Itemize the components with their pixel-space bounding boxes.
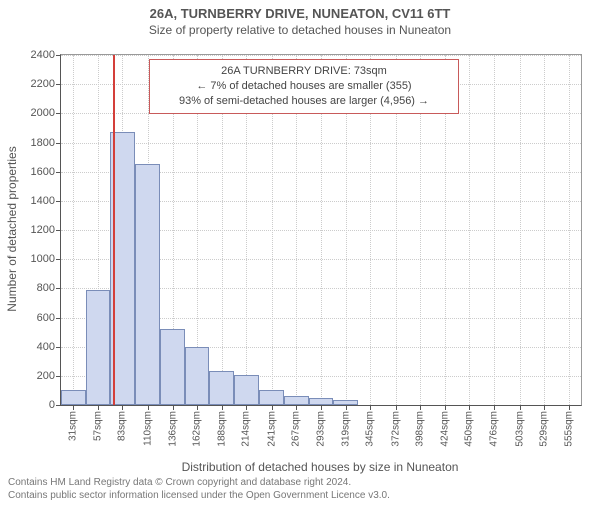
gridline-vertical	[544, 55, 545, 405]
histogram-bar	[209, 371, 234, 405]
xtick-label: 110sqm	[142, 411, 153, 446]
xtick-mark	[396, 405, 397, 410]
xtick-mark	[346, 405, 347, 410]
footer-line-1: Contains HM Land Registry data © Crown c…	[8, 476, 390, 489]
histogram-bar	[234, 375, 259, 405]
xtick-mark	[445, 405, 446, 410]
xtick-mark	[520, 405, 521, 410]
xtick-label: 398sqm	[415, 411, 426, 447]
xtick-label: 529sqm	[539, 411, 550, 447]
xtick-label: 267sqm	[291, 411, 302, 447]
info-box-line: 93% of semi-detached houses are larger (…	[158, 94, 450, 109]
xtick-label: 293sqm	[316, 411, 327, 447]
ytick-label: 800	[37, 282, 61, 294]
xtick-mark	[370, 405, 371, 410]
info-box-line: 26A TURNBERRY DRIVE: 73sqm	[158, 64, 450, 79]
histogram-bar	[86, 290, 111, 405]
ytick-label: 2200	[31, 78, 61, 90]
histogram-bar	[309, 398, 334, 405]
histogram-bar	[185, 347, 210, 405]
xtick-label: 83sqm	[117, 411, 128, 441]
ytick-label: 1800	[31, 137, 61, 149]
xtick-mark	[122, 405, 123, 410]
chart-title: 26A, TURNBERRY DRIVE, NUNEATON, CV11 6TT	[0, 6, 600, 21]
gridline-vertical	[569, 55, 570, 405]
gridline-vertical	[520, 55, 521, 405]
ytick-label: 0	[49, 399, 61, 411]
xtick-mark	[296, 405, 297, 410]
plot-area: 0200400600800100012001400160018002000220…	[60, 54, 582, 406]
xtick-label: 424sqm	[439, 411, 450, 447]
gridline-vertical	[494, 55, 495, 405]
xtick-label: 503sqm	[514, 411, 525, 447]
gridline-vertical	[73, 55, 74, 405]
xtick-mark	[272, 405, 273, 410]
ytick-label: 600	[37, 312, 61, 324]
info-box-line: ← 7% of detached houses are smaller (355…	[158, 79, 450, 94]
footer-attribution: Contains HM Land Registry data © Crown c…	[8, 476, 390, 502]
ytick-label: 1000	[31, 253, 61, 265]
xtick-mark	[544, 405, 545, 410]
chart-subtitle: Size of property relative to detached ho…	[0, 23, 600, 37]
info-box: 26A TURNBERRY DRIVE: 73sqm← 7% of detach…	[149, 59, 459, 114]
footer-line-2: Contains public sector information licen…	[8, 489, 390, 502]
ytick-label: 200	[37, 370, 61, 382]
xtick-label: 57sqm	[92, 411, 103, 441]
histogram-bar	[61, 390, 86, 405]
xtick-mark	[148, 405, 149, 410]
ytick-label: 1200	[31, 224, 61, 236]
xtick-mark	[222, 405, 223, 410]
xtick-label: 241sqm	[266, 411, 277, 447]
xtick-mark	[321, 405, 322, 410]
ytick-label: 400	[37, 341, 61, 353]
histogram-bar	[284, 396, 309, 405]
ytick-label: 1400	[31, 195, 61, 207]
xtick-mark	[494, 405, 495, 410]
xtick-mark	[569, 405, 570, 410]
ytick-label: 2400	[31, 49, 61, 61]
histogram-bar	[259, 390, 285, 405]
xtick-mark	[420, 405, 421, 410]
xtick-label: 162sqm	[192, 411, 203, 447]
xtick-label: 31sqm	[68, 411, 79, 441]
xtick-label: 450sqm	[464, 411, 475, 447]
y-axis-label: Number of detached properties	[5, 146, 19, 311]
xtick-mark	[197, 405, 198, 410]
xtick-label: 136sqm	[167, 411, 178, 447]
xtick-label: 188sqm	[216, 411, 227, 447]
x-axis-label: Distribution of detached houses by size …	[182, 460, 459, 474]
xtick-mark	[469, 405, 470, 410]
xtick-label: 555sqm	[563, 411, 574, 447]
xtick-mark	[173, 405, 174, 410]
histogram-bar	[160, 329, 185, 405]
histogram-bar	[135, 164, 161, 405]
histogram-bar	[333, 400, 358, 405]
xtick-mark	[98, 405, 99, 410]
xtick-mark	[73, 405, 74, 410]
xtick-mark	[246, 405, 247, 410]
xtick-label: 345sqm	[365, 411, 376, 447]
xtick-label: 476sqm	[489, 411, 500, 447]
reference-line	[113, 55, 115, 405]
ytick-label: 1600	[31, 166, 61, 178]
xtick-label: 214sqm	[241, 411, 252, 447]
ytick-label: 2000	[31, 107, 61, 119]
xtick-label: 319sqm	[340, 411, 351, 447]
xtick-label: 372sqm	[390, 411, 401, 447]
gridline-vertical	[469, 55, 470, 405]
